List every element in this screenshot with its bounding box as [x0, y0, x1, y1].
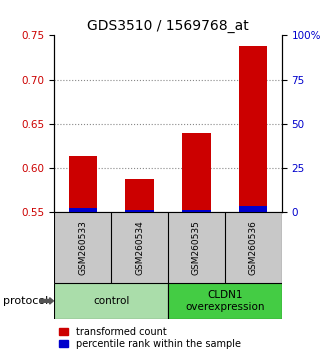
- Text: CLDN1
overexpression: CLDN1 overexpression: [185, 290, 265, 312]
- Bar: [125, 179, 154, 212]
- Text: GSM260534: GSM260534: [135, 221, 144, 275]
- Text: control: control: [93, 296, 129, 306]
- Bar: [182, 133, 211, 212]
- Legend: transformed count, percentile rank within the sample: transformed count, percentile rank withi…: [59, 327, 241, 349]
- FancyBboxPatch shape: [54, 283, 168, 319]
- Text: GSM260535: GSM260535: [192, 220, 201, 275]
- Title: GDS3510 / 1569768_at: GDS3510 / 1569768_at: [87, 19, 249, 33]
- Bar: [182, 210, 211, 212]
- Bar: [125, 210, 154, 212]
- FancyBboxPatch shape: [54, 212, 282, 283]
- Bar: [239, 206, 268, 212]
- Bar: [68, 208, 97, 212]
- Text: GSM260533: GSM260533: [78, 220, 87, 275]
- Bar: [68, 156, 97, 212]
- FancyBboxPatch shape: [168, 283, 282, 319]
- Bar: [239, 46, 268, 212]
- Text: protocol: protocol: [3, 296, 48, 306]
- Text: GSM260536: GSM260536: [249, 220, 258, 275]
